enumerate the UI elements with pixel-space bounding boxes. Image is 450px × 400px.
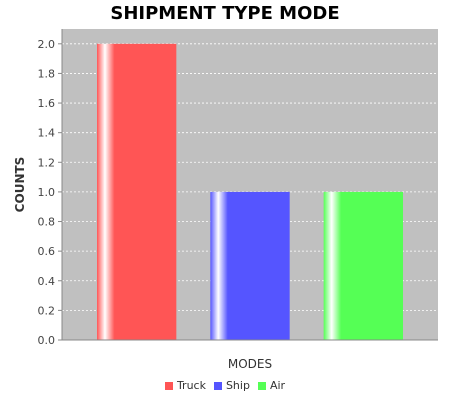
bars: [97, 43, 403, 341]
legend-swatch: [213, 381, 222, 390]
y-tick-label: 0.4: [38, 275, 56, 288]
y-tick-label: 0.8: [38, 216, 56, 229]
legend-label: Ship: [225, 379, 250, 392]
legend-swatch: [257, 381, 266, 390]
y-tick-label: 1.2: [38, 156, 56, 169]
legend-item-truck: Truck: [164, 379, 206, 392]
x-axis-label: MODES: [228, 357, 272, 371]
chart-title: SHIPMENT TYPE MODE: [110, 3, 340, 24]
y-tick-label: 1.6: [38, 97, 56, 110]
y-tick-label: 0.6: [38, 245, 56, 258]
y-tick-label: 2.0: [38, 38, 56, 51]
bar-air: [323, 191, 403, 340]
legend-label: Air: [269, 379, 286, 392]
y-tick-label: 0.2: [38, 304, 56, 317]
bar-truck: [97, 43, 177, 341]
y-tick-label: 1.0: [38, 186, 56, 199]
legend: Truck Ship Air: [0, 379, 450, 392]
y-axis: 0.0 0.2 0.4 0.6 0.8 1.0 1.2 1.4 1.6 1.8 2.0: [38, 29, 63, 347]
y-axis-label: COUNTS: [13, 157, 27, 213]
legend-label: Truck: [176, 379, 206, 392]
legend-item-ship: Ship: [213, 379, 250, 392]
bar-ship: [210, 191, 290, 340]
legend-swatch: [164, 381, 173, 390]
y-tick-label: 0.0: [38, 334, 56, 347]
legend-item-air: Air: [257, 379, 286, 392]
y-tick-label: 1.4: [38, 127, 56, 140]
y-tick-label: 1.8: [38, 67, 56, 80]
